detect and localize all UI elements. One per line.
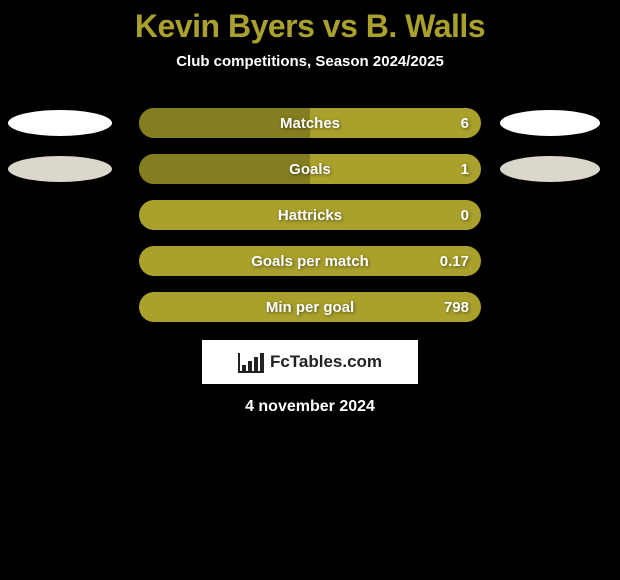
team-marker-left xyxy=(8,110,112,136)
stat-bar: Matches 6 xyxy=(139,108,481,138)
page-subtitle: Club competitions, Season 2024/2025 xyxy=(0,53,620,70)
date-label: 4 november 2024 xyxy=(0,398,620,416)
page-title: Kevin Byers vs B. Walls xyxy=(0,0,620,45)
stat-value-right: 798 xyxy=(444,299,469,316)
branding-text: FcTables.com xyxy=(270,352,382,372)
stat-value-right: 0.17 xyxy=(440,253,469,270)
stat-value-right: 0 xyxy=(461,207,469,224)
stat-label: Goals per match xyxy=(251,253,369,270)
page-container: Kevin Byers vs B. Walls Club competition… xyxy=(0,0,620,580)
stat-row: Hattricks 0 xyxy=(0,200,620,230)
bar-chart-icon xyxy=(238,351,264,373)
stat-label: Matches xyxy=(280,115,340,132)
branding-box: FcTables.com xyxy=(202,340,418,384)
stat-row: Goals 1 xyxy=(0,154,620,184)
stat-label: Hattricks xyxy=(278,207,342,224)
stat-row: Min per goal 798 xyxy=(0,292,620,322)
stat-bar: Goals per match 0.17 xyxy=(139,246,481,276)
stat-label: Min per goal xyxy=(266,299,354,316)
team-marker-left xyxy=(8,156,112,182)
team-marker-right xyxy=(500,110,600,136)
stat-bar: Min per goal 798 xyxy=(139,292,481,322)
stat-bar-fill xyxy=(139,154,310,184)
stat-bar: Goals 1 xyxy=(139,154,481,184)
team-marker-right xyxy=(500,156,600,182)
stat-value-right: 6 xyxy=(461,115,469,132)
stats-list: Matches 6 Goals 1 Hattricks 0 Goals per match 0… xyxy=(0,108,620,322)
stat-label: Goals xyxy=(289,161,331,178)
stat-row: Matches 6 xyxy=(0,108,620,138)
stat-value-right: 1 xyxy=(461,161,469,178)
stat-bar: Hattricks 0 xyxy=(139,200,481,230)
stat-row: Goals per match 0.17 xyxy=(0,246,620,276)
